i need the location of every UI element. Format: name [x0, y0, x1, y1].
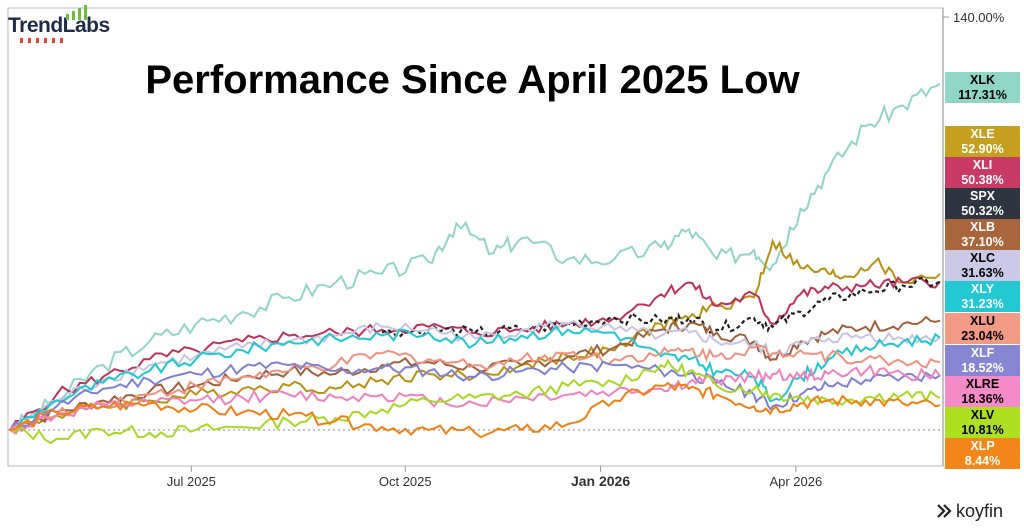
series-tag-value: 50.32%: [961, 204, 1004, 218]
series-line-xli: [9, 275, 941, 431]
series-tag-xli: XLI 50.38%: [945, 157, 1020, 188]
series-tag-name: XLU: [970, 314, 995, 328]
series-tag-xlre: XLRE 18.36%: [945, 376, 1020, 407]
series-tag-xlf: XLF 18.52%: [945, 345, 1020, 376]
koyfin-text: koyfin: [956, 501, 1004, 521]
series-line-xlk: [9, 83, 941, 433]
series-tag-name: XLK: [970, 73, 995, 87]
x-tick-label: Jan 2026: [571, 473, 630, 489]
series-tag-spx: SPX 50.32%: [945, 188, 1020, 219]
series-tag-value: 31.63%: [961, 266, 1004, 280]
series-tag-xlu: XLU 23.04%: [945, 313, 1020, 344]
series-line-xlc: [9, 319, 941, 431]
x-axis-ticks: Jul 2025 Oct 2025 Jan 2026 Apr 2026: [167, 16, 949, 489]
series-tag-value: 18.52%: [961, 361, 1004, 375]
x-tick-label: Apr 2026: [769, 474, 822, 489]
series-tag-name: XLI: [972, 158, 993, 172]
logo-text: TrendLabs: [8, 14, 110, 37]
logo-bars-icon: [66, 5, 87, 20]
series-line-xlu: [9, 344, 941, 435]
series-line-xlf: [9, 360, 941, 431]
series-tag-value: 10.81%: [961, 423, 1004, 437]
series-tag-name: XLB: [970, 220, 995, 234]
series-tag-name: SPX: [969, 189, 995, 203]
series-line-xlp: [9, 381, 941, 439]
logo-dots-icon: [20, 38, 63, 43]
series-tag-xlc: XLC 31.63%: [945, 250, 1020, 281]
series-tag-value: 31.23%: [961, 297, 1004, 311]
series-tag-name: XLF: [970, 346, 995, 360]
series-line-xlv: [9, 358, 941, 445]
series-tag-name: XLV: [970, 408, 995, 422]
series-tag-xle: XLE 52.90%: [945, 126, 1020, 157]
trendlabs-logo: TrendLabs: [8, 5, 110, 43]
series-tag-name: XLP: [970, 439, 995, 453]
x-tick-label: Jul 2025: [167, 474, 216, 489]
series-tag-xly: XLY 31.23%: [945, 281, 1020, 312]
series-line-spx: [381, 276, 941, 339]
series-tag-value: 50.38%: [961, 173, 1004, 187]
series-line-xlb: [9, 315, 941, 432]
series-tag-name: XLC: [970, 251, 995, 265]
series-tag-name: XLE: [970, 127, 995, 141]
koyfin-logo-icon: [937, 504, 952, 518]
series-tag-xlk: XLK 117.31%: [945, 72, 1020, 103]
series-tag-xlb: XLB 37.10%: [945, 219, 1020, 250]
chart-title: Performance Since April 2025 Low: [145, 58, 800, 102]
series-tag-value: 23.04%: [961, 329, 1004, 343]
series-tag-name: XLRE: [965, 377, 1000, 391]
series-tag-name: XLY: [970, 282, 995, 296]
series-tag-value: 8.44%: [964, 454, 1001, 468]
series-tag-value: 37.10%: [961, 235, 1004, 249]
series-tag-xlp: XLP 8.44%: [945, 438, 1020, 469]
series-layer: [9, 83, 941, 445]
series-tag-value: 117.31%: [958, 88, 1007, 102]
series-tag-value: 18.36%: [961, 392, 1004, 406]
series-tag-xlv: XLV 10.81%: [945, 407, 1020, 438]
series-tag-value: 52.90%: [961, 142, 1004, 156]
y-tick-label: 140.00%: [953, 10, 1005, 25]
x-tick-label: Oct 2025: [379, 474, 432, 489]
koyfin-watermark: koyfin: [936, 501, 1003, 522]
